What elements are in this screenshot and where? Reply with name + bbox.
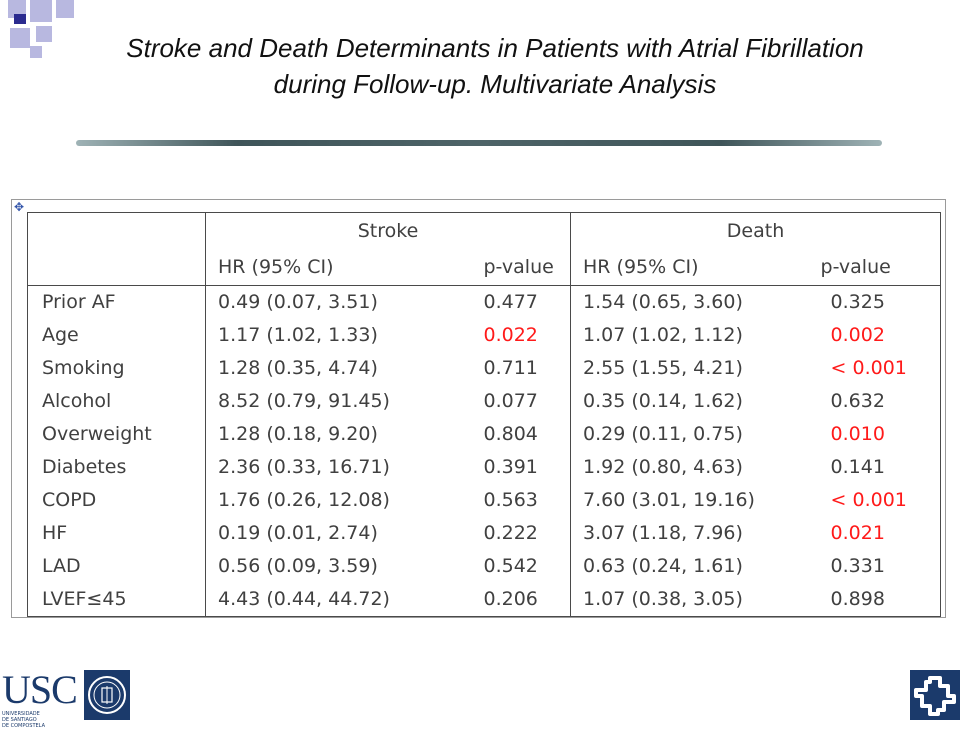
stroke-hr-cell: 0.56 (0.09, 3.59) (205, 549, 436, 583)
stroke-p-cell: 0.022 (483, 324, 538, 346)
row-label: Diabetes (27, 450, 206, 484)
usc-logo: USC UNIVERSIDADE DE SANTIAGO DE COMPOSTE… (2, 667, 82, 729)
death-hr-cell: 1.07 (0.38, 3.05) (570, 582, 771, 617)
death-hr-cell: 0.29 (0.11, 0.75) (570, 417, 771, 451)
stroke-p-cell: 0.804 (483, 423, 538, 445)
death-p-cell: < 0.001 (770, 351, 942, 385)
empty-header-cell (27, 212, 206, 285)
death-hr-cell: 2.55 (1.55, 4.21) (570, 351, 771, 385)
cross-knot-icon (910, 670, 960, 720)
group-header-row: Stroke Death (27, 212, 942, 285)
row-label: HF (27, 516, 206, 550)
row-label: LVEF≤45 (27, 582, 206, 617)
row-label: LAD (27, 549, 206, 583)
stroke-hr-cell: 0.19 (0.01, 2.74) (205, 516, 436, 550)
death-hr-cell: 1.54 (0.65, 3.60) (570, 284, 771, 319)
stroke-p-cell: 0.711 (483, 357, 538, 379)
death-hr-cell: 0.63 (0.24, 1.61) (570, 549, 771, 583)
stroke-p-cell: 0.222 (483, 522, 538, 544)
death-p-cell: 0.021 (770, 516, 942, 550)
stroke-hr-cell: 4.43 (0.44, 44.72) (205, 582, 436, 617)
table-row: LVEF≤45 4.43 (0.44, 44.72) 0.206 1.07 (0.38… (27, 582, 942, 617)
stroke-p-cell: 0.391 (483, 456, 538, 478)
stroke-hr-cell: 1.17 (1.02, 1.33) (205, 318, 436, 352)
stroke-p-cell: 0.077 (483, 390, 538, 412)
header-death-p: p-value (770, 249, 942, 285)
death-p-cell: 0.632 (770, 384, 942, 418)
death-p-cell: 0.898 (770, 582, 942, 617)
header-stroke-hr: HR (95% CI) (205, 249, 436, 285)
stroke-hr-cell: 0.49 (0.07, 3.51) (205, 284, 436, 319)
header-stroke-p: p-value (483, 255, 554, 278)
stroke-hr-cell: 2.36 (0.33, 16.71) (205, 450, 436, 484)
slide-title: Stroke and Death Determinants in Patient… (126, 33, 864, 99)
table-row: Age 1.17 (1.02, 1.33) 0.022 1.07 (1.02, 1.1… (27, 318, 942, 352)
usc-logo-letters: USC (2, 667, 78, 712)
table-row: Prior AF 0.49 (0.07, 3.51) 0.477 1.54 (0.65… (27, 284, 942, 319)
death-p-cell: 0.141 (770, 450, 942, 484)
row-label: Alcohol (27, 384, 206, 418)
table-row: LAD 0.56 (0.09, 3.59) 0.542 0.63 (0.24, 1.6… (27, 549, 942, 583)
group-header-stroke: Stroke (204, 212, 571, 249)
table-row: Alcohol 8.52 (0.79, 91.45) 0.077 0.35 (0.14… (27, 384, 942, 418)
table-row: Diabetes 2.36 (0.33, 16.71) 0.391 1.92 (0.8… (27, 450, 942, 484)
table-row: Smoking 1.28 (0.35, 4.74) 0.711 2.55 (1.55,… (27, 351, 942, 385)
death-p-cell: 0.325 (770, 284, 942, 319)
university-seal-icon (84, 670, 130, 720)
title-divider (76, 140, 882, 146)
death-p-cell: 0.002 (770, 318, 942, 352)
stroke-p-cell: 0.477 (435, 284, 571, 319)
stroke-hr-cell: 1.28 (0.18, 9.20) (205, 417, 436, 451)
stroke-hr-cell: 8.52 (0.79, 91.45) (205, 384, 436, 418)
death-hr-cell: 1.07 (1.02, 1.12) (570, 318, 771, 352)
death-p-cell: 0.331 (770, 549, 942, 583)
row-label: Overweight (27, 417, 206, 451)
multivariate-table: Stroke Death HR (95% CI) p-value HR (95%… (27, 212, 942, 617)
stroke-p-cell: 0.563 (483, 489, 538, 511)
row-label: Prior AF (27, 284, 206, 319)
group-header-death: Death (570, 212, 942, 249)
death-hr-cell: 3.07 (1.18, 7.96) (570, 516, 771, 550)
death-hr-cell: 1.92 (0.80, 4.63) (570, 450, 771, 484)
stroke-p-cell: 0.542 (483, 555, 538, 577)
row-label: Age (27, 318, 206, 352)
table-row: COPD 1.76 (0.26, 12.08) 0.563 7.60 (3.01, 1… (27, 483, 942, 517)
stroke-hr-cell: 1.76 (0.26, 12.08) (205, 483, 436, 517)
stroke-p-cell: 0.206 (435, 582, 571, 617)
death-hr-cell: 0.35 (0.14, 1.62) (570, 384, 771, 418)
row-label: COPD (27, 483, 206, 517)
sub-header-row: HR (95% CI) p-value HR (95% CI) p-value (28, 249, 942, 285)
table-row: HF 0.19 (0.01, 2.74) 0.222 3.07 (1.18, 7.96… (27, 516, 942, 550)
stroke-hr-cell: 1.28 (0.35, 4.74) (205, 351, 436, 385)
death-p-cell: 0.010 (770, 417, 942, 451)
death-p-cell: < 0.001 (770, 483, 942, 517)
death-hr-cell: 7.60 (3.01, 19.16) (570, 483, 771, 517)
header-death-hr: HR (95% CI) (570, 249, 771, 285)
move-handle-icon[interactable]: ✥ (13, 200, 25, 214)
usc-logo-subtitle: UNIVERSIDADE DE SANTIAGO DE COMPOSTELA (2, 711, 45, 729)
row-label: Smoking (27, 351, 206, 385)
table-body: Prior AF 0.49 (0.07, 3.51) 0.477 1.54 (0.65… (27, 284, 942, 617)
table-row: Overweight 1.28 (0.18, 9.20) 0.804 0.29 (0.… (27, 417, 942, 451)
